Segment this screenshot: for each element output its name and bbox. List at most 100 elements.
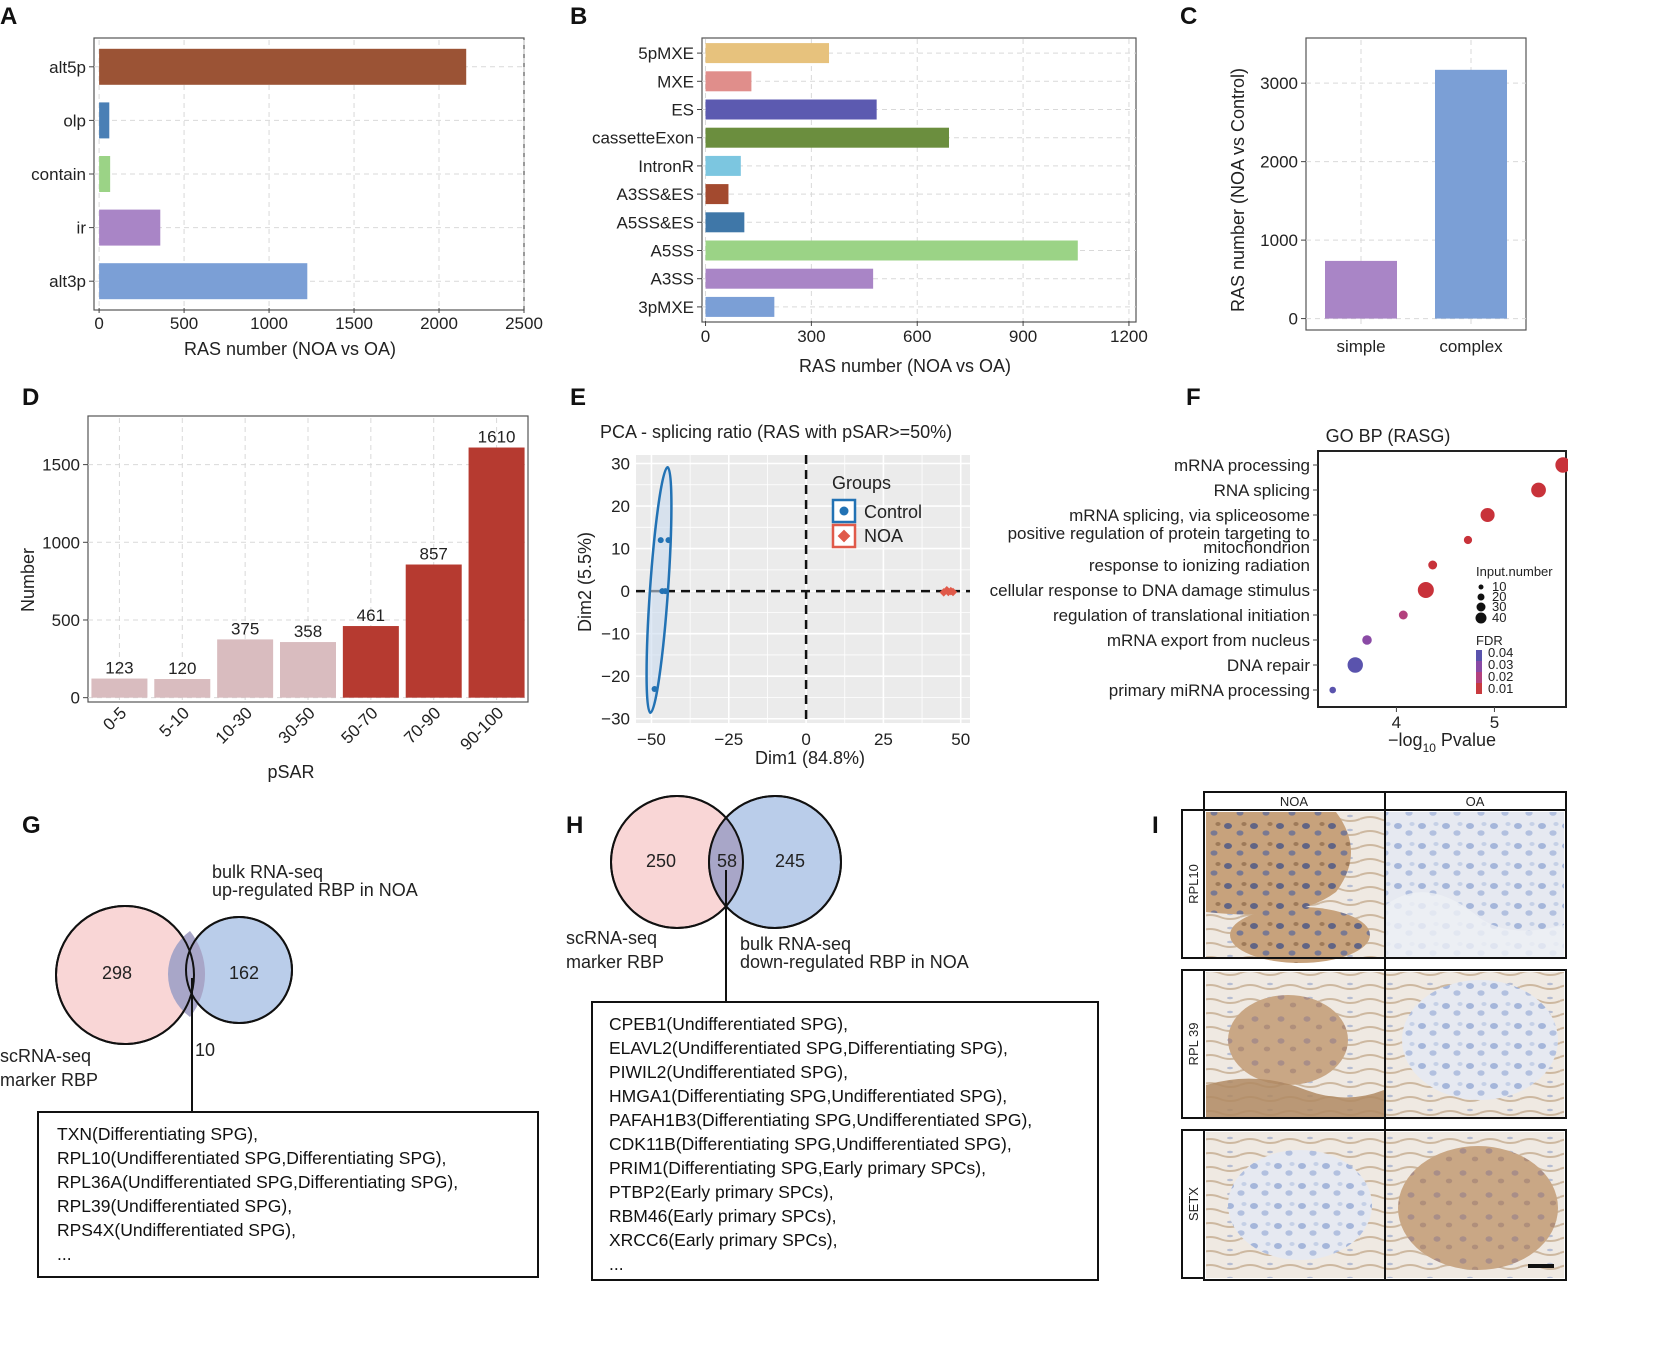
panel-letter-a: A [0,3,17,30]
venn-h-gene-line-10: ... [609,1254,624,1274]
panel-f-point-4 [1428,560,1438,570]
size-legend-dot-20 [1477,593,1485,601]
panel-e-x-ticks: −50 −25 0 25 50 [637,730,970,749]
venn-h-left-count: 250 [646,851,676,871]
panel-e-x-tick-label: 25 [874,730,893,749]
panel-b-bar-a5ss [705,240,1078,261]
panel-d-category-labels: 0-5 5-10 10-30 30-50 50-70 70-90 90-100 [99,703,507,754]
panel-b-category-a5ss: A5SS [651,242,694,261]
venn-g-overlap-count: 10 [195,1040,215,1060]
panel-b-category-cassetteexon: cassetteExon [592,129,694,148]
panel-a-x-ticks: 0 500 1000 1500 2000 2500 [94,308,543,333]
panel-e-x-tick-label: −25 [714,730,743,749]
panel-a-bar-contain [99,156,111,192]
panel-b-category-a3ss-es: A3SS&ES [617,185,695,204]
panel-a-x-tick-label: 1500 [335,314,373,333]
panel-d-value-label-5-10: 120 [168,659,196,678]
panel-f-term-mrna-export-from-nucleus: mRNA export from nucleus [1107,631,1310,650]
venn-g-gene-box [37,1111,539,1278]
panel-c-bar-simple [1325,260,1397,319]
panel-b-category-es: ES [671,101,694,120]
venn-g-right-outline [185,916,293,1024]
panel-b-x-tick-label: 900 [1009,327,1037,346]
panel-f-term-dna-repair: DNA repair [1227,656,1310,675]
panel-b-category-intronr: IntronR [638,157,694,176]
panel-a-x-tick-label: 2000 [420,314,458,333]
venn-h-gene-line-2: PIWIL2(Undifferentiated SPG), [609,1062,848,1082]
panel-a-chart: alt5p olp contain ir alt3p 0 500 1000 1500 2000 2… [31,37,543,359]
venn-h-gene-line-9: XRCC6(Early primary SPCs), [609,1230,838,1250]
ihc-row-rpl10: RPL10 [1186,864,1201,904]
panel-f-term-mrna-processing: mRNA processing [1174,456,1310,475]
panel-f-point-0 [1555,457,1568,473]
panel-f-x-label: −log10 Pvalue [1388,730,1496,755]
ihc-row-rpl39: RPL 39 [1186,1023,1201,1066]
fdr-legend-label-3: 0.02 [1488,669,1513,684]
panel-f-point-1 [1531,482,1546,498]
panel-d-value-label-10-30: 375 [231,619,259,638]
panel-letters: A B C D E F G H I [0,3,1201,839]
panel-b-bar-a5ss-es [705,212,745,233]
panel-d-category-5-10: 5-10 [156,703,193,740]
panel-e-title: PCA - splicing ratio (RAS with pSAR>=50%… [600,422,952,442]
panel-e-legend: Groups Control NOA [831,473,922,549]
panel-d-bar-0-5 [91,678,148,698]
panel-c-chart: 0 1000 2000 3000 simple complex RAS number (… [1228,37,1527,356]
panel-letter-h: H [566,812,583,839]
panel-f-point-9 [1329,686,1337,694]
panel-f-term-rna-splicing: RNA splicing [1214,481,1310,500]
panel-d-y-tick-label: 500 [52,611,80,630]
panel-e-y-ticks: −30 −20 −10 0 10 20 30 [601,455,630,729]
panel-d-value-label-90-100: 1610 [478,428,516,447]
panel-a-x-tick-label: 0 [94,314,103,333]
venn-h-right-count: 245 [775,851,805,871]
venn-h-gene-line-6: PRIM1(Differentiating SPG,Early primary … [609,1158,986,1178]
panel-a-bar-ir [99,209,161,246]
panel-e-point-control-4 [662,588,669,595]
panel-d-bar-5-10 [154,679,211,698]
panel-b-x-tick-label: 0 [701,327,710,346]
panel-f-size-legend: Input.number 10 20 30 40 [1475,564,1553,625]
legend-control-dot [839,506,849,516]
panel-b-category-3pmxe: 3pMXE [638,298,694,317]
panel-e-x-tick-label: 0 [801,730,810,749]
ihc-row-setx: SETX [1186,1187,1201,1221]
panel-e-points [651,537,958,692]
venn-h-right-outline [708,795,842,929]
panel-f-term-cellular-response-to-dna-damage-stimulus: cellular response to DNA damage stimulus [990,581,1310,600]
panel-d-chart: 123 120 375 358 461 857 1610 0 500 1000 1500 0-5 5… [18,415,529,782]
panel-b-bar-mxe [705,71,752,92]
panel-d-y-ticks: 0 500 1000 1500 [42,456,88,708]
venn-h-right-label-2: down-regulated RBP in NOA [740,952,969,972]
panel-d-category-90-100: 90-100 [457,703,508,754]
venn-h-gene-box [591,1001,1099,1281]
venn-g-gene-line-5: ... [57,1244,72,1264]
panel-f-term-regulation-of-translational-initiation: regulation of translational initiation [1053,606,1310,625]
panel-e-point-control-2 [651,685,658,692]
ihc-noa-rpl39-band [1206,1078,1384,1118]
venn-g-gene-line-2: RPL36A(Undifferentiated SPG,Differentiat… [57,1172,458,1192]
venn-g-left-label-2: marker RBP [0,1070,98,1090]
panel-c-category-labels: simple complex [1336,337,1503,356]
panel-f-point-6 [1398,610,1408,620]
panel-b-category-5pmxe: 5pMXE [638,44,694,63]
panel-d-bar-70-90 [405,564,462,698]
panel-b-x-label: RAS number (NOA vs OA) [799,356,1011,376]
panel-f-point-3 [1463,535,1473,545]
panel-a-x-tick-label: 2500 [505,314,543,333]
venn-g-right-label-1: bulk RNA-seq [212,862,323,882]
size-legend-dot-10 [1478,584,1484,590]
panel-a-x-tick-label: 500 [170,314,198,333]
panel-e-y-tick-label: −30 [601,710,630,729]
panel-e-plot-bg [636,455,970,723]
panel-d-x-label: pSAR [267,762,314,782]
panel-letter-f: F [1186,384,1201,411]
venn-h-overlap [709,818,743,906]
venn-g-right-count: 162 [229,963,259,983]
venn-h-left-outline [610,795,744,929]
panel-f-chart: GO BP (RASG) mRNA processing RNA splicing… [990,426,1568,755]
ihc-scale-bar [1528,1264,1554,1268]
panel-c-y-tick-label: 0 [1289,310,1298,329]
panel-letter-d: D [22,384,39,411]
